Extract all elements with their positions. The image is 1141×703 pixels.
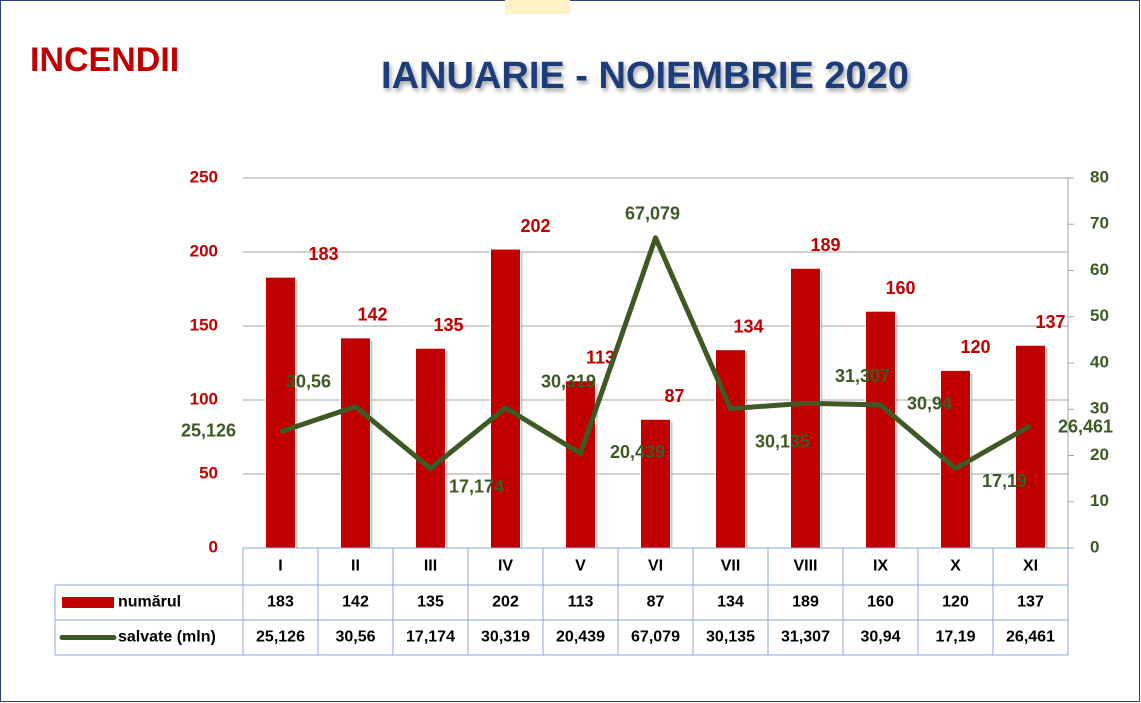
table-cell: 113: [568, 594, 594, 611]
heading: INCENDII: [30, 41, 179, 79]
bar: [640, 418, 671, 549]
line-label: 25,126: [181, 421, 236, 441]
y-tick-label: 50: [199, 463, 218, 482]
line-label: 67,079: [625, 204, 680, 224]
x-tick-label: VII: [721, 558, 741, 575]
x-tick-label: III: [424, 558, 437, 575]
line-label: 30,56: [286, 371, 331, 391]
bar-label: 134: [733, 316, 763, 336]
x-tick-label: IX: [873, 558, 888, 575]
x-tick-label: V: [575, 558, 586, 575]
bar-label: 183: [308, 244, 338, 264]
bar-label: 135: [433, 315, 463, 335]
table-cell: 142: [342, 594, 369, 611]
bar: [1015, 344, 1046, 549]
y2-tick-label: 60: [1090, 260, 1109, 279]
x-tick-label: VIII: [793, 558, 817, 575]
table-cell: 67,079: [631, 629, 680, 646]
table-cell: 30,94: [860, 629, 900, 646]
table-cell: 17,174: [406, 629, 455, 646]
table-cell: 17,19: [935, 629, 975, 646]
table-cell: 134: [717, 594, 744, 611]
bar: [865, 310, 896, 549]
legend-label: salvate (mln): [118, 629, 216, 646]
table-cell: 137: [1017, 594, 1044, 611]
bar-label: 87: [664, 386, 684, 406]
bar: [265, 276, 296, 549]
bar-label: 120: [960, 337, 990, 357]
table-cell: 26,461: [1006, 629, 1055, 646]
table-cell: 120: [942, 594, 969, 611]
line-label: 30,319: [541, 372, 596, 392]
x-tick-label: II: [351, 558, 360, 575]
y-tick-label: 250: [190, 167, 218, 186]
chart-title: IANUARIE - NOIEMBRIE 2020: [381, 55, 909, 97]
table-cell: 30,56: [335, 629, 375, 646]
bar-label: 137: [1035, 312, 1065, 332]
y2-tick-label: 70: [1090, 214, 1109, 233]
line-label: 17,19: [982, 471, 1027, 491]
y2-tick-label: 80: [1090, 167, 1109, 186]
bar: [340, 337, 371, 549]
x-tick-label: XI: [1023, 558, 1038, 575]
line-label: 26,461: [1058, 416, 1113, 436]
bar: [565, 380, 596, 549]
y2-tick-label: 50: [1090, 306, 1109, 325]
legend-label: numărul: [118, 594, 181, 611]
bar-label: 142: [357, 305, 387, 325]
decoration: [505, 0, 570, 14]
x-tick-label: I: [278, 558, 282, 575]
legend-swatch: [62, 597, 114, 608]
table-cell: 31,307: [781, 629, 830, 646]
table-cell: 30,319: [481, 629, 530, 646]
line-label: 20,439: [610, 442, 665, 462]
x-tick-label: VI: [648, 558, 663, 575]
table-cell: 202: [492, 594, 519, 611]
bar: [490, 248, 521, 549]
y-tick-label: 200: [190, 241, 218, 260]
bar-label: 202: [520, 216, 550, 236]
y2-tick-label: 20: [1090, 445, 1109, 464]
table-cell: 20,439: [556, 629, 605, 646]
y2-tick-label: 10: [1090, 491, 1109, 510]
line-label: 30,94: [907, 394, 952, 414]
line-label: 30,135: [755, 431, 810, 451]
table-cell: 135: [417, 594, 444, 611]
table-cell: 189: [792, 594, 819, 611]
x-tick-label: IV: [498, 558, 513, 575]
table-cell: 25,126: [256, 629, 305, 646]
x-tick-label: X: [950, 558, 961, 575]
y-tick-label: 100: [190, 389, 218, 408]
y2-tick-label: 30: [1090, 399, 1109, 418]
line-label: 17,174: [449, 476, 504, 496]
table-cell: 87: [647, 594, 665, 611]
y2-tick-label: 40: [1090, 352, 1109, 371]
bar-label: 189: [810, 235, 840, 255]
bar: [415, 347, 446, 549]
y-tick-label: 150: [190, 315, 218, 334]
bar: [790, 267, 821, 549]
table-cell: 160: [867, 594, 894, 611]
y-tick-label: 0: [209, 537, 218, 556]
line-label: 31,307: [835, 366, 890, 386]
table-cell: 183: [267, 594, 294, 611]
bar-label: 160: [885, 278, 915, 298]
line: [279, 235, 1032, 472]
table-cell: 30,135: [706, 629, 755, 646]
y2-tick-label: 0: [1090, 537, 1099, 556]
bar-label: 113: [586, 348, 615, 368]
